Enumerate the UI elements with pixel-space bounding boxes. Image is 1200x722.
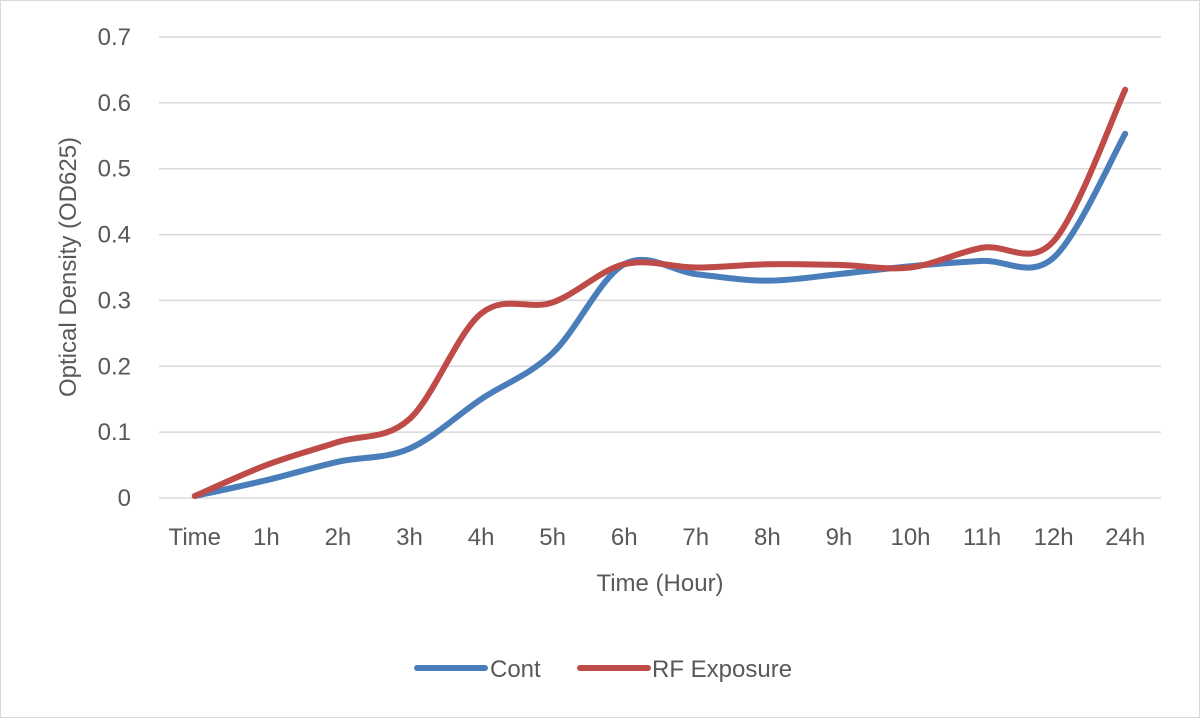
- series-lines: [191, 86, 1129, 500]
- y-tick-label: 0.3: [98, 287, 131, 314]
- x-tick-label: 24h: [1105, 524, 1145, 551]
- x-tick-label: 12h: [1034, 524, 1074, 551]
- series-line-2: [191, 86, 1129, 500]
- y-tick-label: 0.7: [98, 24, 131, 51]
- legend-item: RF Exposure: [577, 656, 792, 683]
- legend-label: Cont: [490, 656, 541, 683]
- x-tick-label: 9h: [826, 524, 853, 551]
- x-tick-label: Time: [169, 524, 221, 551]
- x-tick-label: 10h: [890, 524, 930, 551]
- x-tick-label: 4h: [468, 524, 495, 551]
- legend-item: Cont: [414, 656, 541, 683]
- x-tick-label: 1h: [253, 524, 280, 551]
- x-tick-label: 8h: [754, 524, 781, 551]
- x-tick-label: 5h: [539, 524, 566, 551]
- legend-label: RF Exposure: [652, 656, 792, 683]
- x-tick-label: 7h: [682, 524, 709, 551]
- y-tick-label: 0.2: [98, 353, 131, 380]
- y-axis-title: Optical Density (OD625): [55, 137, 82, 397]
- y-tick-label: 0.1: [98, 419, 131, 446]
- x-tick-label: 2h: [325, 524, 352, 551]
- x-tick-label: 11h: [963, 524, 1001, 551]
- y-tick-label: 0.6: [98, 90, 131, 117]
- x-tick-label: 3h: [396, 524, 423, 551]
- y-tick-label: 0: [118, 485, 131, 512]
- gridlines: [159, 36, 1161, 499]
- y-tick-label: 0.4: [98, 222, 131, 249]
- y-axis-ticks: 0 0.1 0.2 0.3 0.4 0.5 0.6 0.7: [98, 24, 131, 512]
- x-tick-label: 6h: [611, 524, 638, 551]
- y-tick-label: 0.5: [98, 156, 131, 183]
- legend: Cont RF Exposure: [414, 656, 792, 683]
- x-axis-ticks: Time 1h 2h 3h 4h 5h 6h 7h 8h 9h 10h 11h 12h 24h: [169, 524, 1146, 551]
- x-axis-title: Time (Hour): [596, 570, 723, 597]
